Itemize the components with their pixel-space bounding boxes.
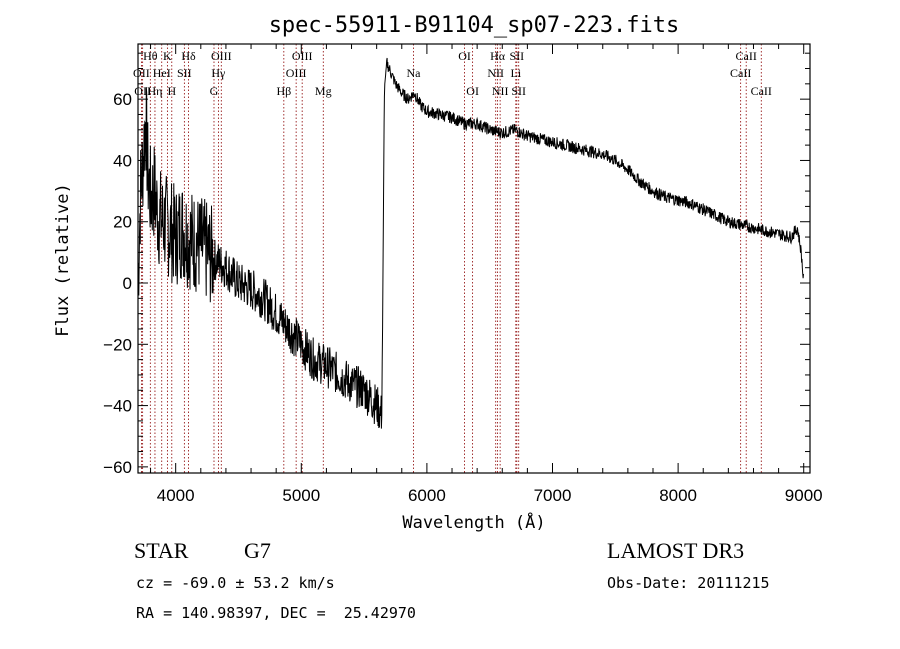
coordinates: RA = 140.98397, DEC = 25.42970	[136, 604, 416, 622]
spectral-line-label: Na	[406, 66, 421, 80]
spectral-line-label: OIII	[292, 49, 313, 63]
y-tick-label: 0	[123, 274, 132, 293]
x-tick-label: 4000	[157, 486, 195, 505]
y-tick-label: −40	[103, 397, 132, 416]
observation-date: Obs-Date: 20111215	[607, 574, 770, 592]
spectral-line-label: SII	[177, 66, 192, 80]
spectral-line-label: CaII	[736, 49, 757, 63]
spectral-line-label: SII	[509, 49, 524, 63]
spectral-line-label: OII	[133, 66, 150, 80]
y-tick-label: −20	[103, 335, 132, 354]
spectral-line-label: Hα	[490, 49, 506, 63]
y-tick-label: 60	[113, 90, 132, 109]
spectral-line-label: OI	[458, 49, 471, 63]
spectral-line-label: G	[210, 84, 219, 98]
spectral-line-label: NII	[487, 66, 504, 80]
spectral-line-label: OIII	[286, 66, 307, 80]
object-subclass: G7	[244, 538, 271, 563]
spectral-line-label: Hβ	[276, 84, 291, 98]
spectrum-curve-layer	[137, 57, 804, 429]
spectral-line-label: Hθ	[143, 49, 158, 63]
survey-name: LAMOST DR3	[607, 538, 745, 563]
spectral-line-label: Mg	[315, 84, 332, 98]
y-axis-label: Flux (relative)	[53, 183, 73, 337]
spectral-line-label: Hη	[147, 84, 162, 98]
x-tick-label: 5000	[282, 486, 320, 505]
spectrum-line	[137, 57, 804, 429]
y-tick-label: 40	[113, 151, 132, 170]
spectral-line-label: CaII	[730, 66, 751, 80]
spectral-line-label: CaII	[751, 84, 772, 98]
spectral-line-label: K	[163, 49, 172, 63]
object-class: STAR	[134, 538, 189, 563]
x-tick-label: 8000	[659, 486, 697, 505]
spectral-line-label: Hδ	[181, 49, 196, 63]
x-axis-label: Wavelength (Å)	[402, 511, 545, 533]
axis-ticks-layer: 4000 5000 6000 7000 8000 9000 −60 −40 −20 0 20 40 60	[103, 44, 823, 505]
spectral-line-label: OI	[466, 84, 479, 98]
x-tick-label: 6000	[408, 486, 446, 505]
y-tick-label: −60	[103, 458, 132, 477]
x-tick-label: 7000	[534, 486, 572, 505]
spectral-line-label: SII	[511, 84, 526, 98]
spectral-line-label: OIII	[211, 49, 232, 63]
spectral-line-label: H	[167, 84, 176, 98]
spectral-line-label: NII	[492, 84, 509, 98]
chart-title: spec-55911-B91104_sp07-223.fits	[269, 13, 680, 38]
spectral-line-label: Li	[510, 66, 521, 80]
spectral-line-label: HeI	[153, 66, 171, 80]
redshift-velocity: cz = -69.0 ± 53.2 km/s	[136, 574, 335, 592]
spectral-line-label: Hγ	[211, 66, 226, 80]
x-tick-label: 9000	[785, 486, 823, 505]
plot-frame	[137, 43, 811, 474]
y-tick-label: 20	[113, 213, 132, 232]
